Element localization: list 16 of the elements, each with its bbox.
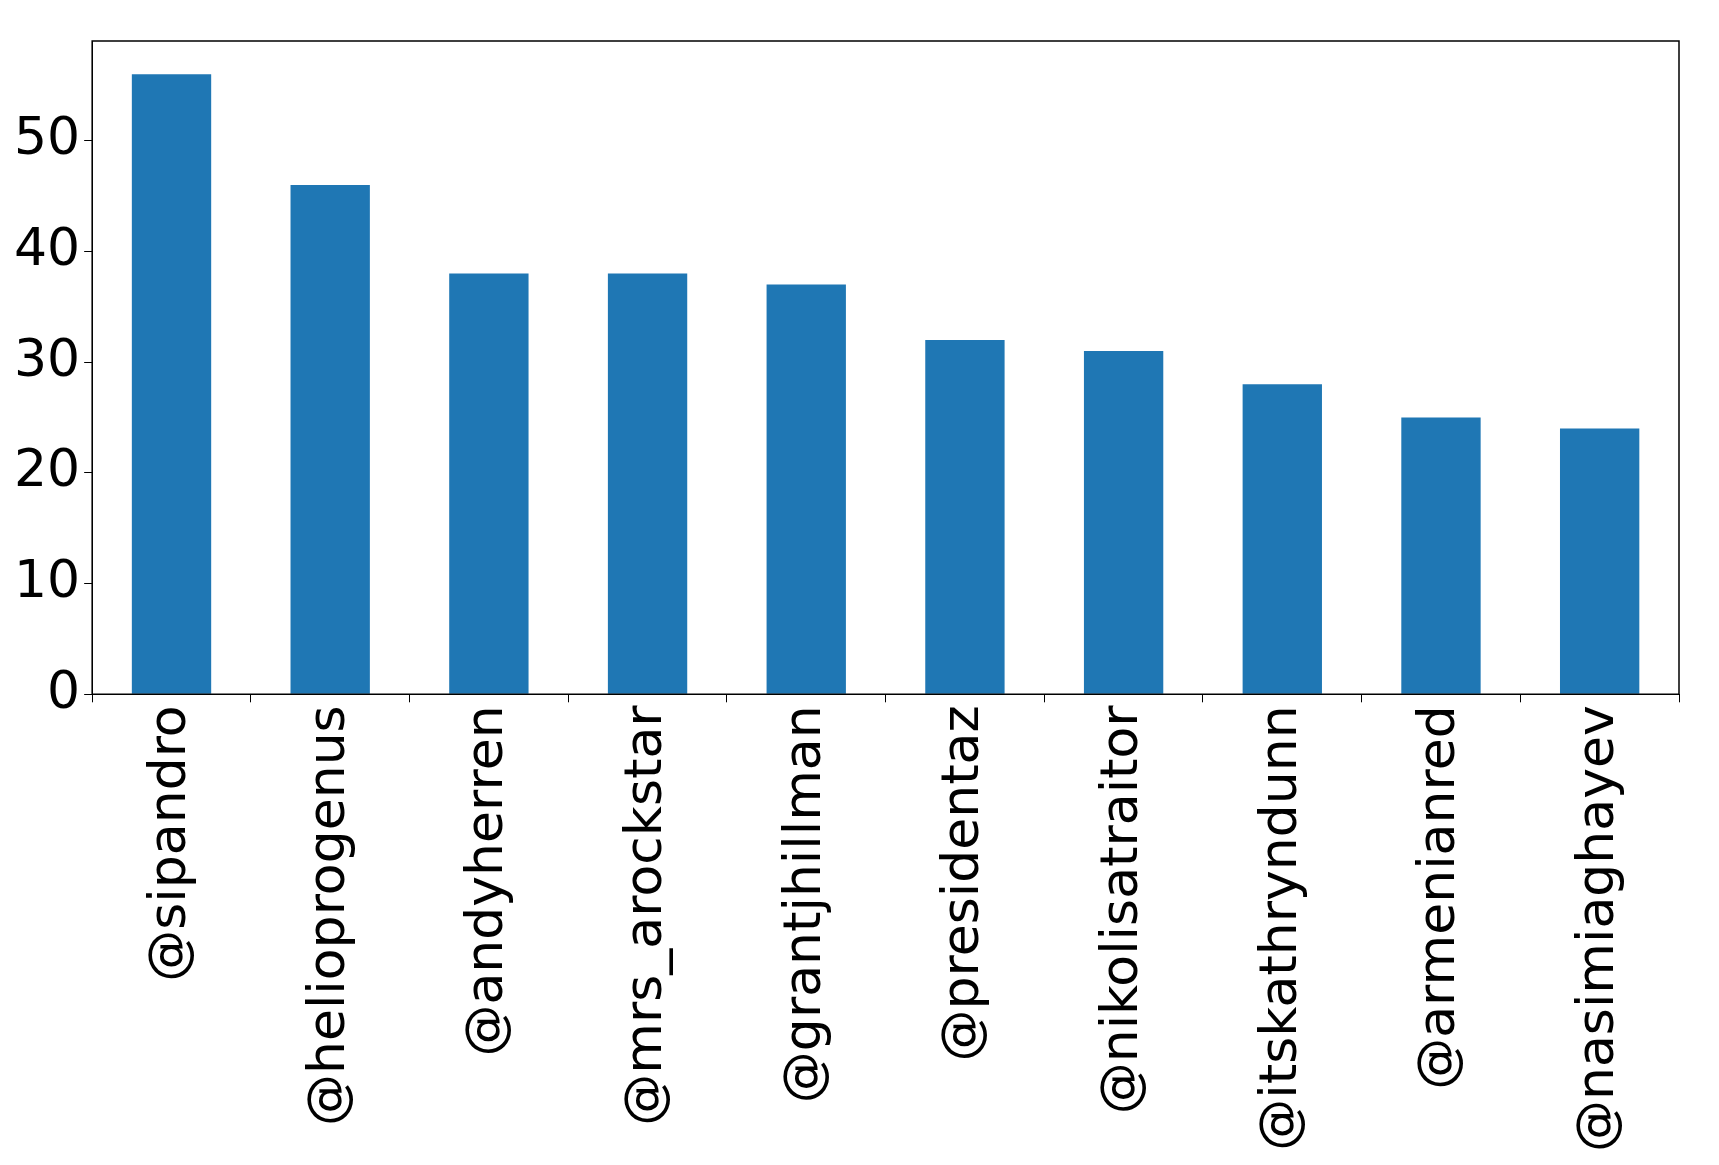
x-tick-label: @sipandro (137, 705, 198, 982)
y-tick-label: 10 (14, 549, 81, 610)
y-tick-label: 0 (47, 659, 81, 720)
x-tick-label: @presidentaz (930, 705, 991, 1062)
y-tick-label: 40 (14, 216, 81, 277)
y-tick-label: 50 (14, 106, 81, 167)
x-tick-label: @armenianred (1406, 705, 1467, 1090)
y-tick-label: 20 (14, 438, 81, 499)
x-tick-label: @mrs_arockstar (613, 704, 674, 1126)
x-tick-label: @helioprogenus (295, 705, 356, 1127)
x-tick-label: @nikolisatraitor (1089, 704, 1150, 1115)
x-tick-label: @nasimiaghayev (1565, 705, 1626, 1153)
x-tick-label: @itskathryndunn (1247, 705, 1308, 1151)
y-tick-label: 30 (14, 327, 81, 388)
x-tick-label: @andyherren (454, 705, 515, 1057)
x-tick-label: @grantjhillman (771, 705, 832, 1104)
